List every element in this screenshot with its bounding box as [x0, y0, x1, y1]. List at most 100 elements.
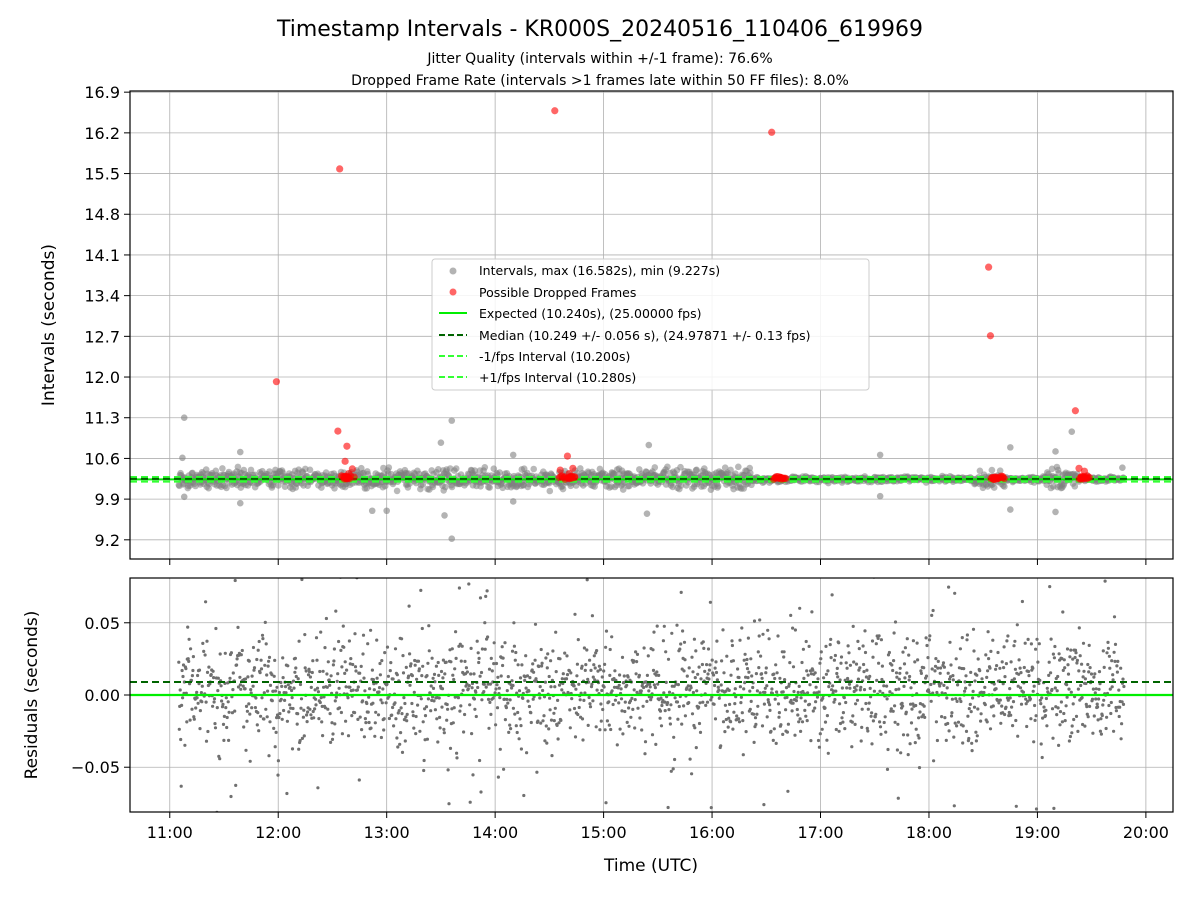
- residual-point-922: [610, 689, 614, 693]
- residual-point-1536: [899, 751, 903, 755]
- residual-point-1655: [955, 724, 959, 728]
- residual-point-730: [520, 663, 524, 667]
- residual-point-1015: [654, 742, 658, 747]
- residual-point-154: [249, 691, 253, 695]
- residual-point-712: [511, 706, 515, 710]
- residual-point-146: [245, 709, 249, 713]
- residual-point-527: [424, 705, 429, 709]
- residual-point-544: [432, 672, 437, 677]
- residual-point-1572: [916, 658, 920, 662]
- residual-point-382: [356, 685, 360, 689]
- residual-point-1869: [1055, 689, 1059, 693]
- residual-point-9: [181, 674, 185, 679]
- residual-point-747: [528, 676, 532, 680]
- residual-point-1721: [986, 669, 990, 673]
- residual-point-583: [451, 673, 455, 677]
- residual-point-1672: [963, 689, 967, 693]
- residual-point-7: [180, 668, 184, 673]
- residual-point-1501: [882, 720, 886, 725]
- residual-point-1687: [970, 741, 974, 745]
- residual-point-1035: [663, 709, 667, 713]
- residual-point-1644: [949, 714, 954, 718]
- legend-box: [431, 258, 870, 391]
- residual-point-953: [625, 683, 629, 687]
- residual-point-218: [279, 697, 283, 701]
- residual-point-1833: [1038, 698, 1042, 702]
- residual-point-1969: [1102, 665, 1106, 670]
- residual-point-1317: [796, 713, 800, 717]
- interval-outlier-6: [383, 507, 390, 515]
- residual-point-943: [620, 709, 624, 713]
- legend-entry-median: Median (10.249 +/- 0.056 s), (24.97871 +…: [479, 328, 810, 343]
- residual-point-1986: [1110, 685, 1114, 689]
- residual-point-252: [295, 722, 299, 726]
- residual-point-1909: [1074, 651, 1078, 655]
- residual-point-1268: [773, 676, 777, 681]
- residual-point-330: [332, 659, 336, 663]
- residual-point-1699: [975, 734, 979, 738]
- residual-point-1085: [687, 701, 691, 705]
- residual-point-1260: [769, 729, 773, 734]
- residual-point-643: [479, 790, 483, 794]
- residual-point-935: [616, 686, 620, 690]
- residual-point-585: [452, 677, 456, 682]
- residual-point-676: [494, 661, 499, 666]
- residual-point-1649: [952, 735, 956, 739]
- residual-point-1663: [958, 647, 963, 651]
- residual-point-76: [212, 697, 217, 701]
- residual-point-1871: [1056, 706, 1060, 710]
- residual-point-306: [321, 734, 325, 738]
- residual-point-281: [309, 713, 313, 717]
- residual-point-1178: [730, 643, 735, 648]
- residual-point-934: [616, 572, 619, 575]
- residual-point-972: [634, 650, 638, 654]
- residual-point-268: [303, 633, 307, 637]
- residual-point-79: [214, 626, 218, 631]
- residual-point-376: [353, 665, 358, 669]
- residual-point-1727: [988, 727, 993, 731]
- residual-point-1908: [1073, 648, 1078, 652]
- residual-point-1636: [946, 721, 950, 726]
- residual-point-548: [434, 664, 438, 668]
- residual-point-1984: [1109, 700, 1113, 705]
- residual-point-1708: [979, 690, 984, 694]
- residual-point-1311: [793, 733, 797, 737]
- residual-point-1092: [690, 655, 694, 659]
- residual-point-1288: [782, 650, 786, 654]
- residual-point-1950: [1093, 691, 1097, 695]
- residual-point-1372: [822, 676, 826, 680]
- residual-point-1154: [719, 683, 723, 687]
- residual-point-1863: [1052, 656, 1056, 660]
- residual-point-1942: [1089, 672, 1094, 676]
- residual-point-1717: [984, 653, 988, 657]
- residual-point-1265: [771, 738, 775, 743]
- residual-point-1675: [964, 674, 968, 678]
- residual-point-1853: [1048, 585, 1052, 589]
- residual-point-1531: [896, 796, 900, 800]
- residual-point-806: [556, 698, 560, 703]
- residual-point-1521: [892, 659, 896, 663]
- residual-point-950: [623, 700, 627, 704]
- chart-subtitle-jitter: Jitter Quality (intervals within +/-1 fr…: [426, 51, 772, 67]
- residual-point-1993: [1113, 642, 1118, 647]
- residual-point-241: [290, 696, 294, 700]
- residual-point-512: [417, 667, 421, 671]
- residual-point-1851: [1047, 673, 1051, 678]
- residual-point-1559: [909, 721, 914, 725]
- dropped-cluster-3-point-11: [997, 472, 1005, 480]
- residual-point-1652: [953, 721, 957, 725]
- residual-point-1355: [814, 700, 818, 704]
- residual-point-902: [601, 707, 605, 712]
- residual-point-742: [525, 674, 530, 678]
- residual-point-851: [577, 682, 581, 686]
- residual-point-230: [285, 791, 289, 796]
- residual-point-193: [267, 655, 272, 660]
- residual-point-484: [404, 665, 408, 670]
- residual-point-1388: [829, 656, 833, 660]
- residual-point-1938: [1088, 704, 1092, 709]
- residual-point-1293: [784, 686, 789, 690]
- residual-point-285: [311, 659, 315, 663]
- residual-point-1771: [1009, 660, 1013, 664]
- residual-point-1458: [862, 670, 866, 674]
- residual-point-408: [369, 628, 373, 632]
